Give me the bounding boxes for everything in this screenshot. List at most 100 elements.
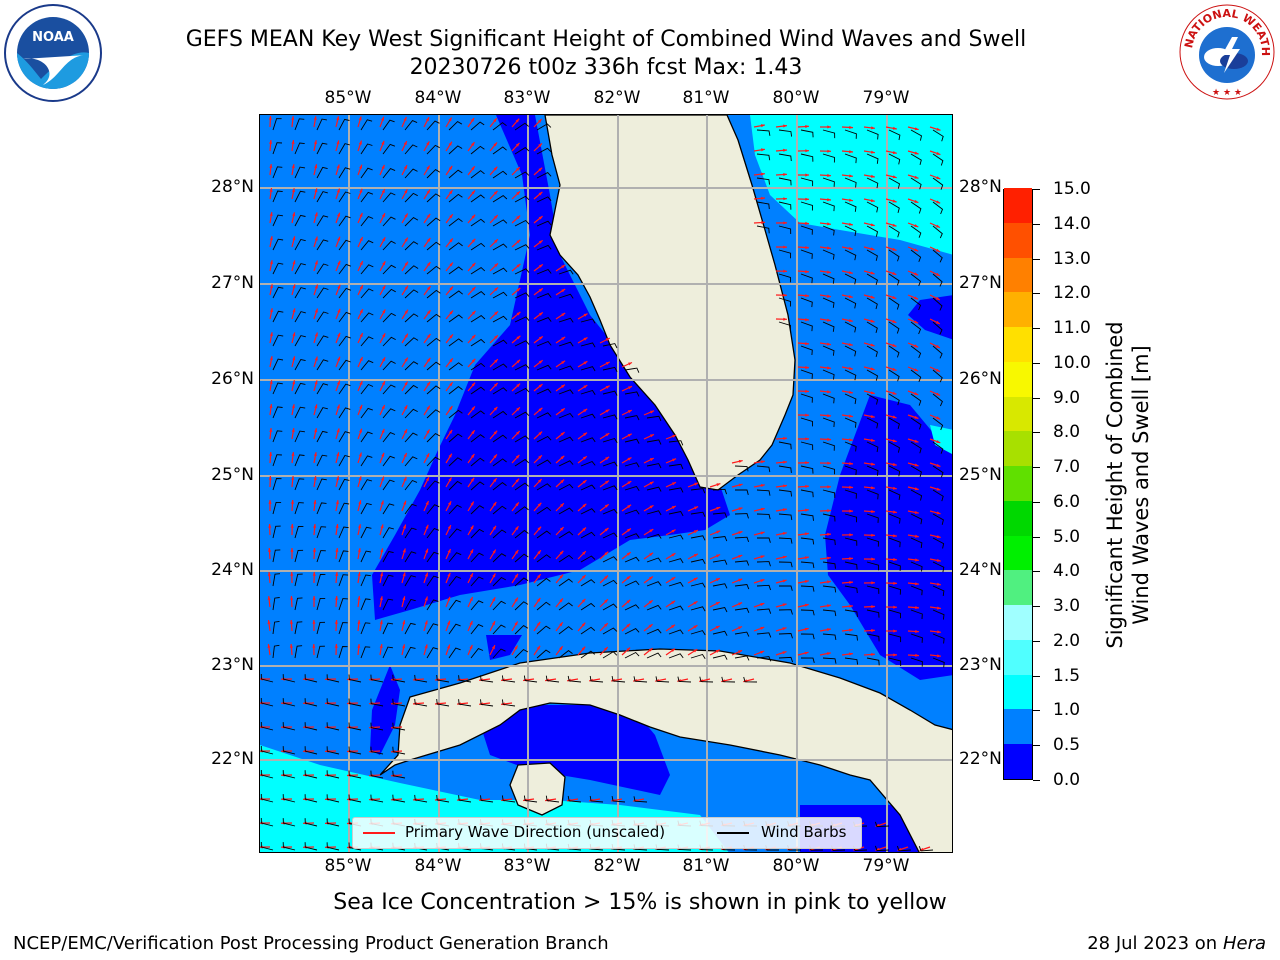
wave-arrowhead	[381, 189, 385, 194]
wave-arrowhead	[893, 653, 897, 657]
wave-arrowhead	[335, 524, 339, 528]
wave-arrowhead	[313, 476, 317, 480]
wind-barb	[756, 489, 771, 496]
wave-arrowhead	[649, 529, 654, 533]
wind-barb	[470, 242, 486, 251]
wind-barb	[272, 358, 284, 371]
wind-barb	[932, 609, 945, 620]
wind-barb	[567, 675, 582, 683]
wind-barb	[294, 645, 303, 659]
lat-right-tick-label: 26°N	[959, 369, 1002, 389]
wave-arrowhead	[783, 197, 787, 201]
wind-barb	[778, 609, 793, 615]
wave-arrowhead	[268, 476, 272, 480]
wind-barb	[844, 225, 857, 237]
wave-arrowhead	[870, 319, 875, 323]
wind-barb	[611, 676, 626, 683]
wind-barb	[514, 411, 530, 419]
wind-barb	[668, 629, 684, 635]
wind-barb	[523, 795, 538, 803]
wave-arrowhead	[827, 390, 831, 394]
wave-arrowhead	[292, 260, 296, 265]
wave-arrowhead	[358, 476, 362, 481]
wind-barb	[316, 383, 329, 395]
landmasses	[379, 115, 952, 852]
wave-arrowhead	[449, 406, 453, 410]
wave-arrowhead	[827, 509, 831, 513]
wave-arrowhead	[783, 317, 787, 321]
wind-barb	[866, 321, 878, 334]
wind-barb	[734, 655, 750, 661]
wind-barb	[338, 646, 348, 659]
wind-barb	[338, 454, 350, 467]
wind-barb	[272, 501, 282, 515]
wind-barb	[260, 769, 274, 779]
wind-barb	[822, 345, 835, 356]
wind-barb	[426, 409, 441, 419]
colorbar-segment	[1004, 187, 1032, 223]
colorbar-segment	[1004, 257, 1032, 293]
wave-arrowhead	[404, 261, 408, 266]
wave-arrowhead	[892, 439, 897, 443]
chart-subtitle: 20230726 t00z 336h fcst Max: 1.43	[409, 55, 803, 80]
wave-arrowhead	[359, 380, 363, 385]
wave-arrowhead	[914, 151, 919, 155]
wind-barb	[360, 550, 372, 563]
colorbar-tick	[1033, 571, 1040, 573]
wind-barb	[448, 193, 463, 203]
wind-barb	[888, 489, 901, 500]
wind-barb	[668, 534, 684, 540]
wave-arrowhead	[380, 500, 384, 505]
wave-arrowhead	[716, 554, 721, 558]
wave-arrowhead	[516, 335, 521, 340]
wave-arrowhead	[760, 650, 765, 654]
wind-barb	[778, 537, 793, 544]
wind-barb	[932, 513, 944, 525]
wave-arrowhead	[760, 626, 765, 630]
wave-arrowhead	[805, 318, 809, 322]
map-legend: Primary Wave Direction (unscaled) Wind B…	[352, 817, 862, 849]
wind-barb	[888, 321, 900, 334]
wind-barb	[326, 698, 340, 707]
lon-top-tick-label: 85°W	[324, 88, 372, 108]
wind-barb	[536, 412, 552, 419]
wind-barb	[844, 513, 858, 523]
wave-arrowhead	[538, 167, 543, 172]
wind-barb	[800, 129, 814, 138]
wave-arrowhead	[935, 344, 940, 348]
wind-barb	[448, 504, 462, 515]
wave-arrowhead	[314, 308, 318, 313]
wave-arrowhead	[335, 500, 339, 505]
wave-arrowhead	[892, 175, 897, 179]
wind-barb	[778, 465, 792, 473]
wave-arrowhead	[849, 150, 853, 154]
wind-barb	[602, 627, 618, 635]
wind-barb	[304, 770, 318, 779]
wave-arrowhead	[336, 476, 340, 481]
wind-barb	[822, 153, 835, 163]
wind-barb	[338, 263, 351, 275]
wind-barb	[382, 432, 396, 443]
wave-arrowhead	[848, 366, 853, 370]
wind-barb	[602, 414, 618, 420]
wave-arrowhead	[381, 476, 384, 481]
wind-barb	[282, 722, 296, 731]
wind-barb	[492, 458, 507, 467]
wave-arrowhead	[447, 644, 450, 649]
wave-arrowhead	[827, 604, 831, 608]
wind-barb	[844, 561, 858, 570]
wave-arrowhead	[870, 343, 875, 347]
wind-barb	[404, 168, 418, 179]
wind-barb	[668, 510, 684, 517]
wind-barb	[756, 153, 771, 161]
wave-arrowhead	[671, 553, 676, 557]
wind-barb	[536, 172, 552, 179]
colorbar-tick-label: 13.0	[1053, 248, 1091, 269]
wind-barb	[800, 537, 815, 545]
wave-arrowhead	[492, 621, 495, 626]
wave-arrowhead	[334, 620, 338, 624]
wave-arrowhead	[403, 429, 407, 434]
wind-barb	[382, 527, 395, 539]
wave-arrowhead	[827, 270, 831, 274]
wave-arrowhead	[449, 382, 453, 387]
